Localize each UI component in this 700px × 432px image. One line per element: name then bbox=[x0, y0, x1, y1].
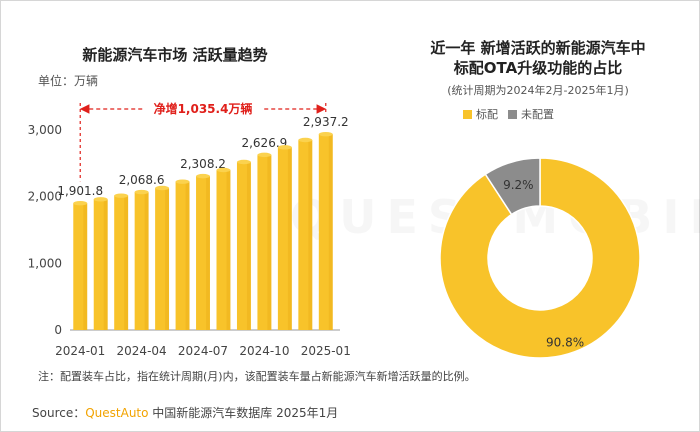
bar bbox=[155, 188, 170, 330]
donut-label-standard: 90.8% bbox=[546, 335, 584, 349]
data-label: 2,626.9 bbox=[241, 136, 287, 150]
legend-label-standard: 标配 bbox=[476, 108, 498, 121]
bar-shade bbox=[328, 134, 333, 330]
donut-label-not-configured: 9.2% bbox=[503, 178, 534, 192]
legend-swatch-standard bbox=[463, 109, 472, 119]
source-brand: QuestAuto bbox=[85, 406, 149, 420]
bar-cap bbox=[298, 137, 313, 143]
source-line: Source：QuestAuto 中国新能源汽车数据库 2025年1月 bbox=[32, 404, 338, 421]
bar-chart-title: 新能源汽车市场 活跃量趋势 bbox=[82, 46, 268, 64]
bar bbox=[277, 147, 292, 330]
bar-cap bbox=[318, 131, 333, 137]
bar-cap bbox=[134, 189, 149, 195]
bar-cap bbox=[257, 152, 272, 158]
bar-chart: 0 1,000 2,000 3,000 1,901.8 2,068.6 2,308.2 2,6… bbox=[28, 99, 351, 358]
x-tick-label: 2024-04 bbox=[117, 344, 167, 358]
data-label: 1,901.8 bbox=[57, 184, 103, 198]
x-tick-label: 2024-10 bbox=[239, 344, 289, 358]
y-tick-label: 3,000 bbox=[28, 123, 62, 137]
data-label: 2,308.2 bbox=[180, 157, 226, 171]
bar-cap bbox=[216, 167, 231, 173]
source-text: 中国新能源汽车数据库 2025年1月 bbox=[148, 406, 339, 420]
bar-shade bbox=[267, 154, 272, 330]
bar-shade bbox=[287, 147, 292, 330]
annotation-bg bbox=[144, 99, 262, 115]
bar-shade bbox=[246, 162, 251, 330]
data-label: 2,068.6 bbox=[119, 173, 165, 187]
bar bbox=[93, 199, 108, 330]
bar bbox=[298, 140, 313, 330]
bar bbox=[175, 181, 190, 330]
bar bbox=[73, 203, 88, 330]
bar-shade bbox=[144, 192, 149, 330]
bar-cap bbox=[277, 145, 292, 150]
x-tick-label: 2025-01 bbox=[301, 344, 351, 358]
annotation-text: 净增1,035.4万辆 bbox=[154, 101, 253, 116]
donut-slice-standard bbox=[439, 157, 641, 359]
donut-title-line2: 标配OTA升级功能的占比 bbox=[453, 59, 623, 77]
bar bbox=[257, 154, 272, 330]
bar-cap bbox=[236, 159, 251, 165]
legend-item-not-configured: 未配置 bbox=[508, 106, 554, 122]
bar bbox=[216, 170, 231, 330]
bar-shade bbox=[308, 140, 313, 330]
legend-label-not-configured: 未配置 bbox=[521, 108, 554, 121]
bar-cap bbox=[114, 193, 129, 198]
bar-shade bbox=[206, 176, 210, 330]
bar-cap bbox=[73, 201, 88, 206]
bar-shade bbox=[226, 170, 231, 330]
bar-cap bbox=[155, 185, 170, 191]
donut-title-line1: 近一年 新增活跃的新能源汽车中 bbox=[430, 39, 646, 57]
bar-shade bbox=[83, 203, 88, 330]
donut-chart: 90.8% 9.2% bbox=[439, 157, 641, 359]
bar-chart-unit: 单位：万辆 bbox=[38, 74, 99, 88]
bar bbox=[114, 195, 129, 330]
data-label: 2,937.2 bbox=[303, 115, 349, 129]
bar bbox=[236, 162, 251, 330]
donut-chart-title: 近一年 新增活跃的新能源汽车中 标配OTA升级功能的占比 bbox=[388, 38, 688, 78]
y-tick-label: 2,000 bbox=[28, 190, 62, 204]
bar-shade bbox=[124, 195, 129, 330]
y-tick-label: 0 bbox=[54, 323, 62, 337]
donut-legend: 标配 未配置 bbox=[463, 106, 554, 122]
source-prefix: Source： bbox=[32, 406, 86, 420]
footnote: 注：配置装车占比，指在统计周期(月)内，该配置装车量占新能源汽车新增活跃量的比例… bbox=[38, 370, 476, 383]
x-tick-label: 2024-07 bbox=[178, 344, 228, 358]
bar bbox=[134, 192, 149, 330]
bar bbox=[196, 176, 210, 330]
legend-swatch-not-configured bbox=[508, 109, 517, 119]
donut-slice-not-configured bbox=[484, 157, 541, 216]
bar-cap bbox=[196, 173, 210, 179]
bar-shade bbox=[103, 199, 108, 330]
bar-cap bbox=[93, 197, 108, 202]
donut-chart-subtitle: (统计周期为2024年2月-2025年1月) bbox=[447, 84, 629, 97]
x-tick-label: 2024-01 bbox=[55, 344, 105, 358]
bar-cap bbox=[175, 179, 190, 184]
bar bbox=[318, 134, 333, 330]
bar-shade bbox=[165, 188, 170, 330]
legend-item-standard: 标配 bbox=[463, 106, 498, 122]
bar-shade bbox=[185, 181, 190, 330]
y-tick-label: 1,000 bbox=[28, 256, 62, 270]
